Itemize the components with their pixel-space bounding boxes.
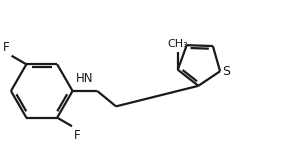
Text: S: S (222, 65, 230, 78)
Text: F: F (3, 41, 10, 54)
Text: HN: HN (76, 72, 94, 85)
Text: CH₃: CH₃ (168, 39, 188, 49)
Text: F: F (74, 129, 80, 142)
